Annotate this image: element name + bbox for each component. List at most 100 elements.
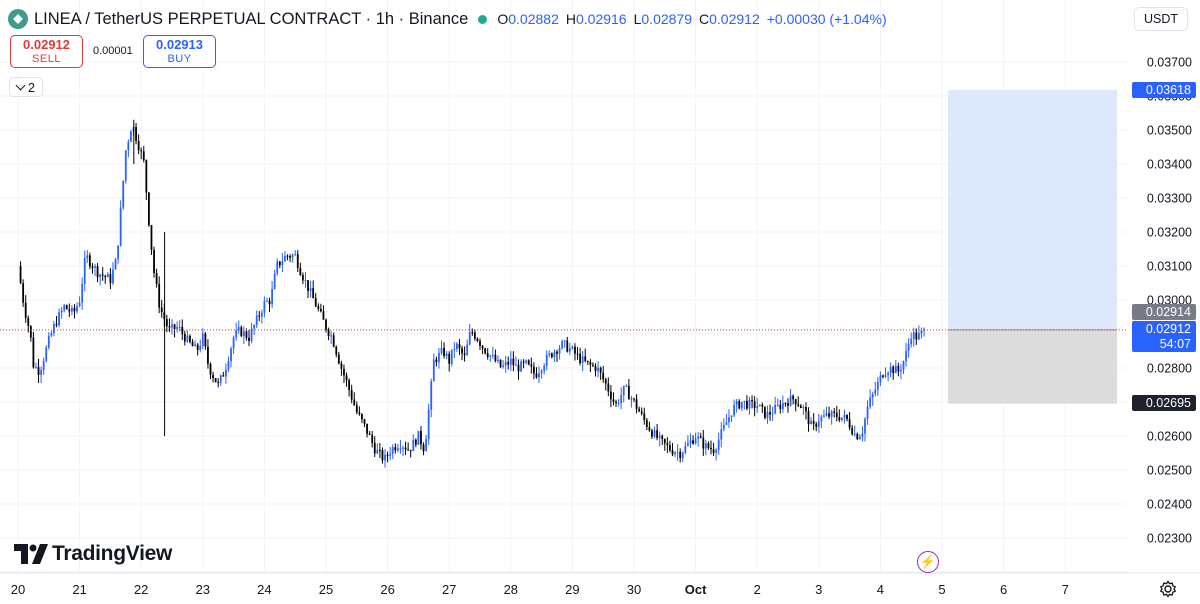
candle-body (738, 401, 741, 409)
candle-body (651, 430, 653, 437)
candle-body (864, 418, 866, 434)
candle-body (833, 411, 836, 413)
candle-body (114, 259, 117, 270)
candle-body (417, 430, 420, 445)
candle-body (204, 333, 207, 347)
candle-body (556, 351, 558, 354)
candle-body (425, 439, 427, 452)
time-tick-label: 22 (134, 582, 148, 597)
candle-body (438, 352, 440, 363)
candle-body (173, 324, 176, 330)
candle-body (53, 323, 55, 334)
candle-body (671, 450, 674, 455)
candle-body (83, 258, 86, 284)
candle-body (278, 261, 281, 266)
candle-body (260, 312, 263, 317)
candle-body (373, 442, 376, 454)
buy-button[interactable]: 0.02913 BUY (143, 35, 216, 68)
candle-body (851, 427, 854, 435)
candle-body (448, 353, 451, 364)
candle-body (440, 347, 443, 353)
candle-body (24, 302, 27, 318)
settings-icon[interactable] (1159, 580, 1177, 598)
candle-body (402, 447, 404, 449)
candle-body (368, 433, 371, 435)
candle-body (456, 343, 458, 349)
candle-body (874, 389, 877, 394)
candle-body (746, 400, 748, 409)
candle-body (576, 353, 579, 355)
time-tick-label: 27 (442, 582, 456, 597)
bolt-icon[interactable]: ⚡ (917, 551, 939, 573)
candle-body (620, 395, 623, 404)
candle-body (78, 302, 81, 307)
market-status-indicator[interactable] (478, 14, 488, 24)
candle-body (602, 372, 605, 380)
candle-body (227, 361, 230, 370)
time-tick-label: 7 (1062, 582, 1069, 597)
candle-body (235, 330, 238, 338)
candle-body (861, 433, 864, 437)
ohlc-high: H0.02916 (565, 11, 627, 27)
candle-body (497, 359, 499, 362)
candle-body (158, 283, 161, 308)
candle-body (353, 399, 356, 406)
candle-body (597, 367, 599, 372)
candle-body (286, 255, 289, 257)
candle-body (627, 385, 630, 400)
time-tick-label: 4 (877, 582, 884, 597)
last-price-badge: 0.02912 54:07 (1132, 321, 1196, 352)
symbol-title[interactable]: LINEA / TetherUS PERPETUAL CONTRACT · 1h… (34, 9, 469, 28)
sell-button[interactable]: 0.02912 SELL (10, 35, 83, 68)
candle-body (920, 330, 923, 334)
time-tick-label: 2 (754, 582, 761, 597)
candle-body (622, 385, 625, 396)
candle-body (735, 401, 738, 405)
time-tick-label: 6 (1000, 582, 1007, 597)
candle-body (761, 404, 764, 407)
indicators-toggle-button[interactable]: 2 (9, 77, 43, 97)
candle-body (88, 255, 91, 267)
candle-body (830, 411, 833, 417)
candle-body (160, 307, 163, 313)
candle-body (86, 255, 89, 259)
candle-body (568, 348, 571, 352)
candle-body (918, 333, 920, 340)
candle-body (889, 366, 892, 373)
candle-body (396, 448, 399, 451)
candle-body (27, 317, 30, 326)
candle-body (491, 354, 494, 356)
candle-body (876, 381, 879, 390)
exchange-logo-icon[interactable] (8, 9, 28, 29)
candle-body (894, 365, 897, 374)
time-tick-label: 28 (504, 582, 518, 597)
candle-body (178, 326, 181, 328)
currency-selector[interactable]: USDT (1134, 7, 1188, 31)
candle-body (543, 365, 546, 371)
candle-body (615, 401, 617, 404)
candle-body (512, 358, 515, 366)
candle-body (150, 225, 153, 250)
candle-body (610, 391, 612, 400)
candle-body (432, 359, 435, 382)
candle-body (284, 255, 286, 262)
tradingview-logo[interactable]: TradingView (14, 542, 172, 566)
loss-zone (948, 329, 1117, 404)
candle-body (730, 415, 733, 418)
candle-body (176, 327, 179, 330)
candle-body (823, 415, 825, 417)
candle-body (648, 426, 651, 431)
candle-body (643, 413, 646, 421)
candle-body (910, 338, 913, 345)
candle-body (171, 324, 173, 328)
time-tick-label: 25 (319, 582, 333, 597)
candle-body (722, 424, 725, 430)
candle-body (774, 404, 777, 414)
candle-body (689, 440, 692, 444)
candle-body (658, 435, 661, 438)
candle-body (371, 434, 374, 443)
time-tick-label: 5 (938, 582, 945, 597)
candle-body (40, 370, 42, 375)
candle-body (702, 437, 705, 449)
